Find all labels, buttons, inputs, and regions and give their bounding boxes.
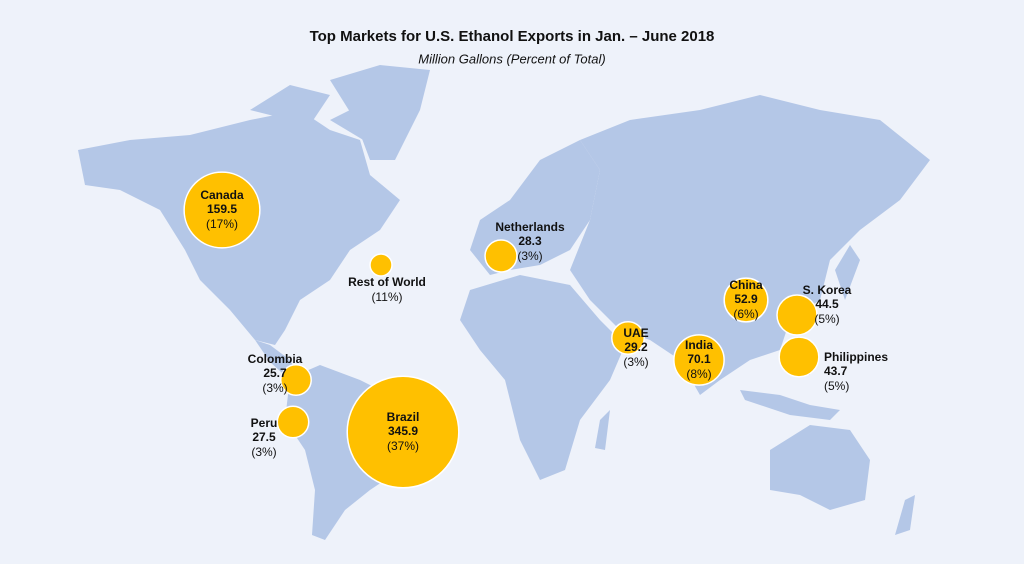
market-value: 159.5: [207, 202, 237, 216]
market-value: 345.9: [388, 424, 418, 438]
market-name: India: [685, 338, 713, 352]
bubble: [369, 253, 393, 277]
market-value: 28.3: [518, 234, 542, 248]
africa: [460, 275, 625, 480]
market-share: (3%): [262, 381, 287, 395]
market-name: UAE: [623, 326, 648, 340]
market-share: (17%): [206, 217, 238, 231]
market-share: (5%): [814, 312, 839, 326]
market-value: 27.5: [252, 430, 276, 444]
bubble: [723, 277, 769, 323]
market-share: (11%): [371, 290, 402, 304]
market-share: (3%): [623, 355, 648, 369]
market-name: Netherlands: [495, 220, 565, 234]
bubble: [778, 336, 820, 378]
market-value: 29.2: [624, 340, 648, 354]
bubble: [484, 239, 518, 273]
market-name: Canada: [200, 188, 244, 202]
southeast-asia-islands: [740, 345, 840, 420]
new-zealand: [895, 495, 915, 535]
market-share: (8%): [686, 367, 711, 381]
market-share: (6%): [733, 307, 758, 321]
market-value: 44.5: [815, 297, 839, 311]
japan: [835, 245, 860, 300]
madagascar: [595, 410, 610, 450]
bubble: [776, 294, 818, 336]
bubble: [611, 321, 645, 355]
market-value: 43.7: [824, 364, 848, 378]
market-share: (37%): [387, 439, 419, 453]
market-name: Peru: [251, 416, 278, 430]
subtitle: Million Gallons (Percent of Total): [418, 51, 605, 66]
market-name: S. Korea: [803, 283, 852, 297]
market-name: Rest of World: [348, 275, 426, 289]
greenland: [330, 65, 430, 160]
market-name: China: [729, 278, 763, 292]
bubble: [183, 171, 261, 249]
market-name: Colombia: [248, 352, 303, 366]
bubble: [276, 405, 310, 439]
market-share: (3%): [251, 445, 276, 459]
market-name: Brazil: [387, 410, 420, 424]
australia: [770, 425, 870, 510]
bubble: [280, 364, 312, 396]
market-share: (5%): [824, 379, 849, 393]
bubble: [673, 334, 725, 386]
market-value: 25.7: [263, 366, 287, 380]
market-value: 70.1: [687, 352, 711, 366]
asia: [570, 95, 930, 395]
title: Top Markets for U.S. Ethanol Exports in …: [310, 28, 715, 45]
bubble: [346, 375, 460, 489]
market-share: (3%): [517, 249, 542, 263]
market-value: 52.9: [734, 292, 758, 306]
market-name: Philippines: [824, 350, 888, 364]
